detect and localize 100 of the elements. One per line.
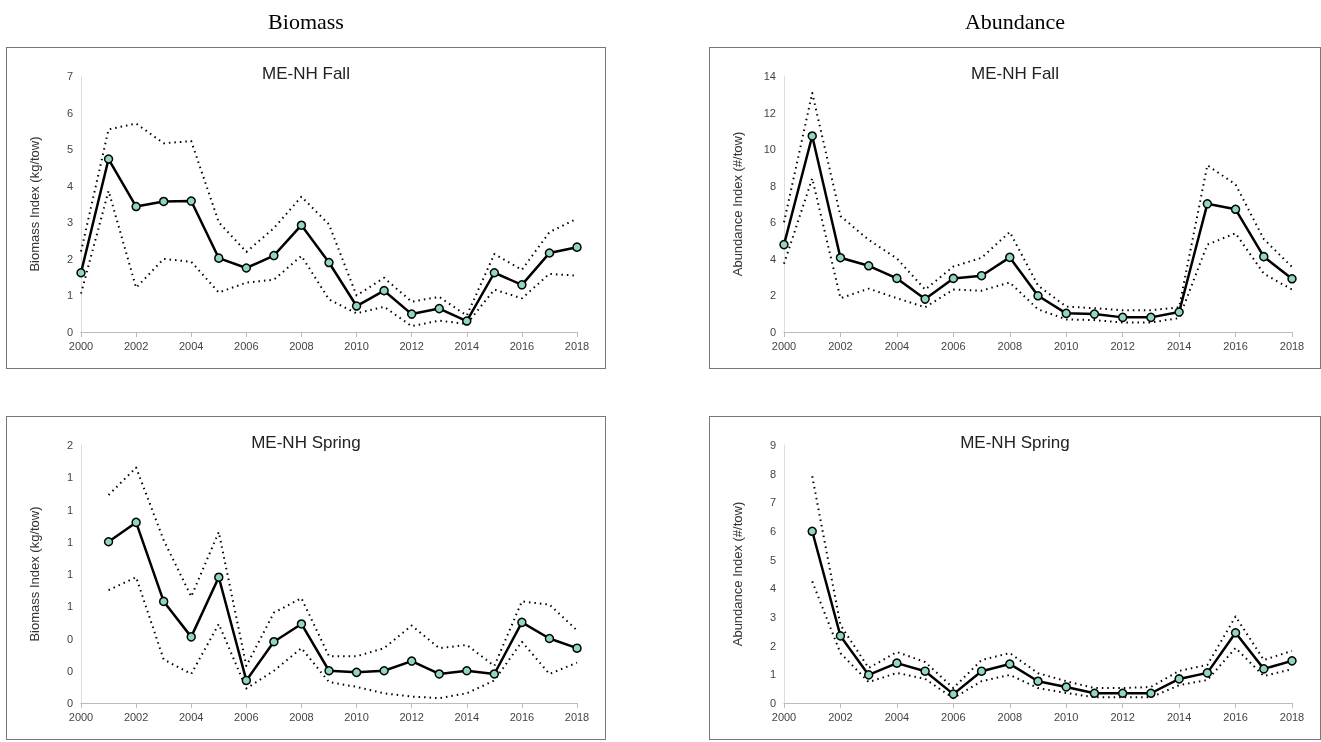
point: [489, 268, 500, 278]
point: [1089, 309, 1100, 319]
point: [324, 257, 334, 268]
point: [158, 196, 169, 207]
chart-title: ME-NH Spring: [251, 433, 361, 452]
point: [434, 669, 444, 679]
point: [214, 572, 224, 582]
y-tick-label: 8: [769, 179, 776, 192]
y-tick-label: 5: [769, 553, 776, 566]
point: [269, 250, 279, 261]
y-tick-label: 6: [769, 216, 776, 229]
x-tick-label: 2008: [289, 710, 314, 723]
chart-title: ME-NH Spring: [960, 433, 1070, 452]
point: [1117, 688, 1128, 698]
y-tick-label: 1: [66, 535, 73, 548]
point: [296, 220, 307, 230]
y-tick-label: 0: [66, 697, 73, 709]
y-tick-label: 0: [66, 664, 73, 677]
point: [863, 261, 874, 271]
x-tick-label: 2018: [1279, 339, 1305, 352]
x-tick-label: 2014: [1166, 339, 1192, 352]
y-tick-label: 2: [769, 289, 776, 302]
point: [948, 689, 959, 699]
y-tick-label: 10: [763, 143, 776, 156]
point: [351, 301, 362, 311]
x-tick-label: 2016: [1223, 339, 1248, 352]
y-tick-label: 1: [66, 289, 73, 302]
point: [241, 675, 252, 686]
y-tick-label: 2: [769, 639, 776, 652]
point: [517, 280, 527, 290]
point: [324, 666, 334, 676]
point: [434, 303, 444, 314]
x-tick-label: 2010: [1053, 710, 1079, 723]
y-axis-title: Abundance Index (#/tow): [730, 501, 745, 647]
point: [1287, 274, 1297, 284]
point: [103, 154, 114, 164]
point: [1202, 199, 1213, 209]
point: [379, 285, 389, 296]
point: [1061, 308, 1071, 319]
point: [1061, 682, 1071, 692]
point: [131, 517, 141, 528]
point: [807, 526, 817, 537]
point: [544, 248, 555, 258]
y-tick-label: 7: [66, 70, 73, 82]
point: [572, 643, 582, 653]
point: [1117, 312, 1128, 323]
point: [779, 239, 789, 250]
point: [1174, 307, 1184, 317]
point: [863, 670, 874, 680]
x-tick-label: 2008: [997, 339, 1023, 352]
x-tick-label: 2000: [771, 339, 797, 352]
point: [892, 658, 902, 668]
point: [1005, 659, 1015, 669]
y-tick-label: 0: [769, 697, 776, 709]
point: [1259, 251, 1269, 262]
y-tick-label: 1: [769, 668, 776, 681]
x-tick-label: 2012: [399, 710, 424, 723]
point: [1259, 664, 1269, 674]
point: [920, 666, 930, 676]
point: [572, 242, 582, 252]
point: [1287, 656, 1297, 666]
y-tick-label: 1: [66, 568, 73, 580]
x-tick-label: 2004: [884, 710, 910, 723]
point: [1146, 688, 1156, 698]
y-tick-label: 2: [66, 439, 73, 451]
y-tick-label: 6: [769, 525, 776, 537]
y-tick-label: 7: [769, 496, 776, 509]
x-tick-label: 2004: [178, 339, 204, 352]
y-tick-label: 3: [769, 611, 776, 623]
x-tick-label: 2006: [234, 710, 259, 723]
point: [1033, 676, 1043, 686]
point: [351, 667, 362, 678]
text: Biomass: [267, 9, 345, 35]
x-tick-label: 2004: [884, 339, 910, 352]
point: [1005, 252, 1015, 263]
point: [920, 294, 930, 304]
point: [462, 666, 472, 676]
y-tick-label: 9: [769, 439, 776, 451]
point: [296, 619, 307, 629]
x-tick-label: 2006: [941, 339, 966, 352]
point: [1174, 674, 1184, 684]
point: [489, 669, 500, 679]
x-tick-label: 2014: [454, 339, 480, 352]
y-axis-title: Biomass Index (kg/tow): [27, 506, 42, 642]
y-tick-label: 1: [66, 471, 73, 484]
point: [76, 268, 86, 278]
point: [1230, 204, 1241, 215]
y-tick-label: 0: [66, 632, 73, 645]
point: [269, 636, 279, 647]
x-tick-label: 2008: [289, 339, 314, 352]
y-tick-label: 4: [66, 179, 73, 192]
x-tick-label: 2016: [1223, 710, 1248, 723]
x-tick-label: 2012: [1110, 710, 1135, 723]
point: [835, 253, 846, 263]
x-tick-label: 2018: [1279, 710, 1305, 723]
point: [241, 263, 252, 273]
x-tick-label: 2000: [771, 710, 797, 723]
point: [406, 656, 417, 666]
x-tick-label: 2002: [828, 710, 853, 723]
x-tick-label: 2000: [68, 710, 94, 723]
